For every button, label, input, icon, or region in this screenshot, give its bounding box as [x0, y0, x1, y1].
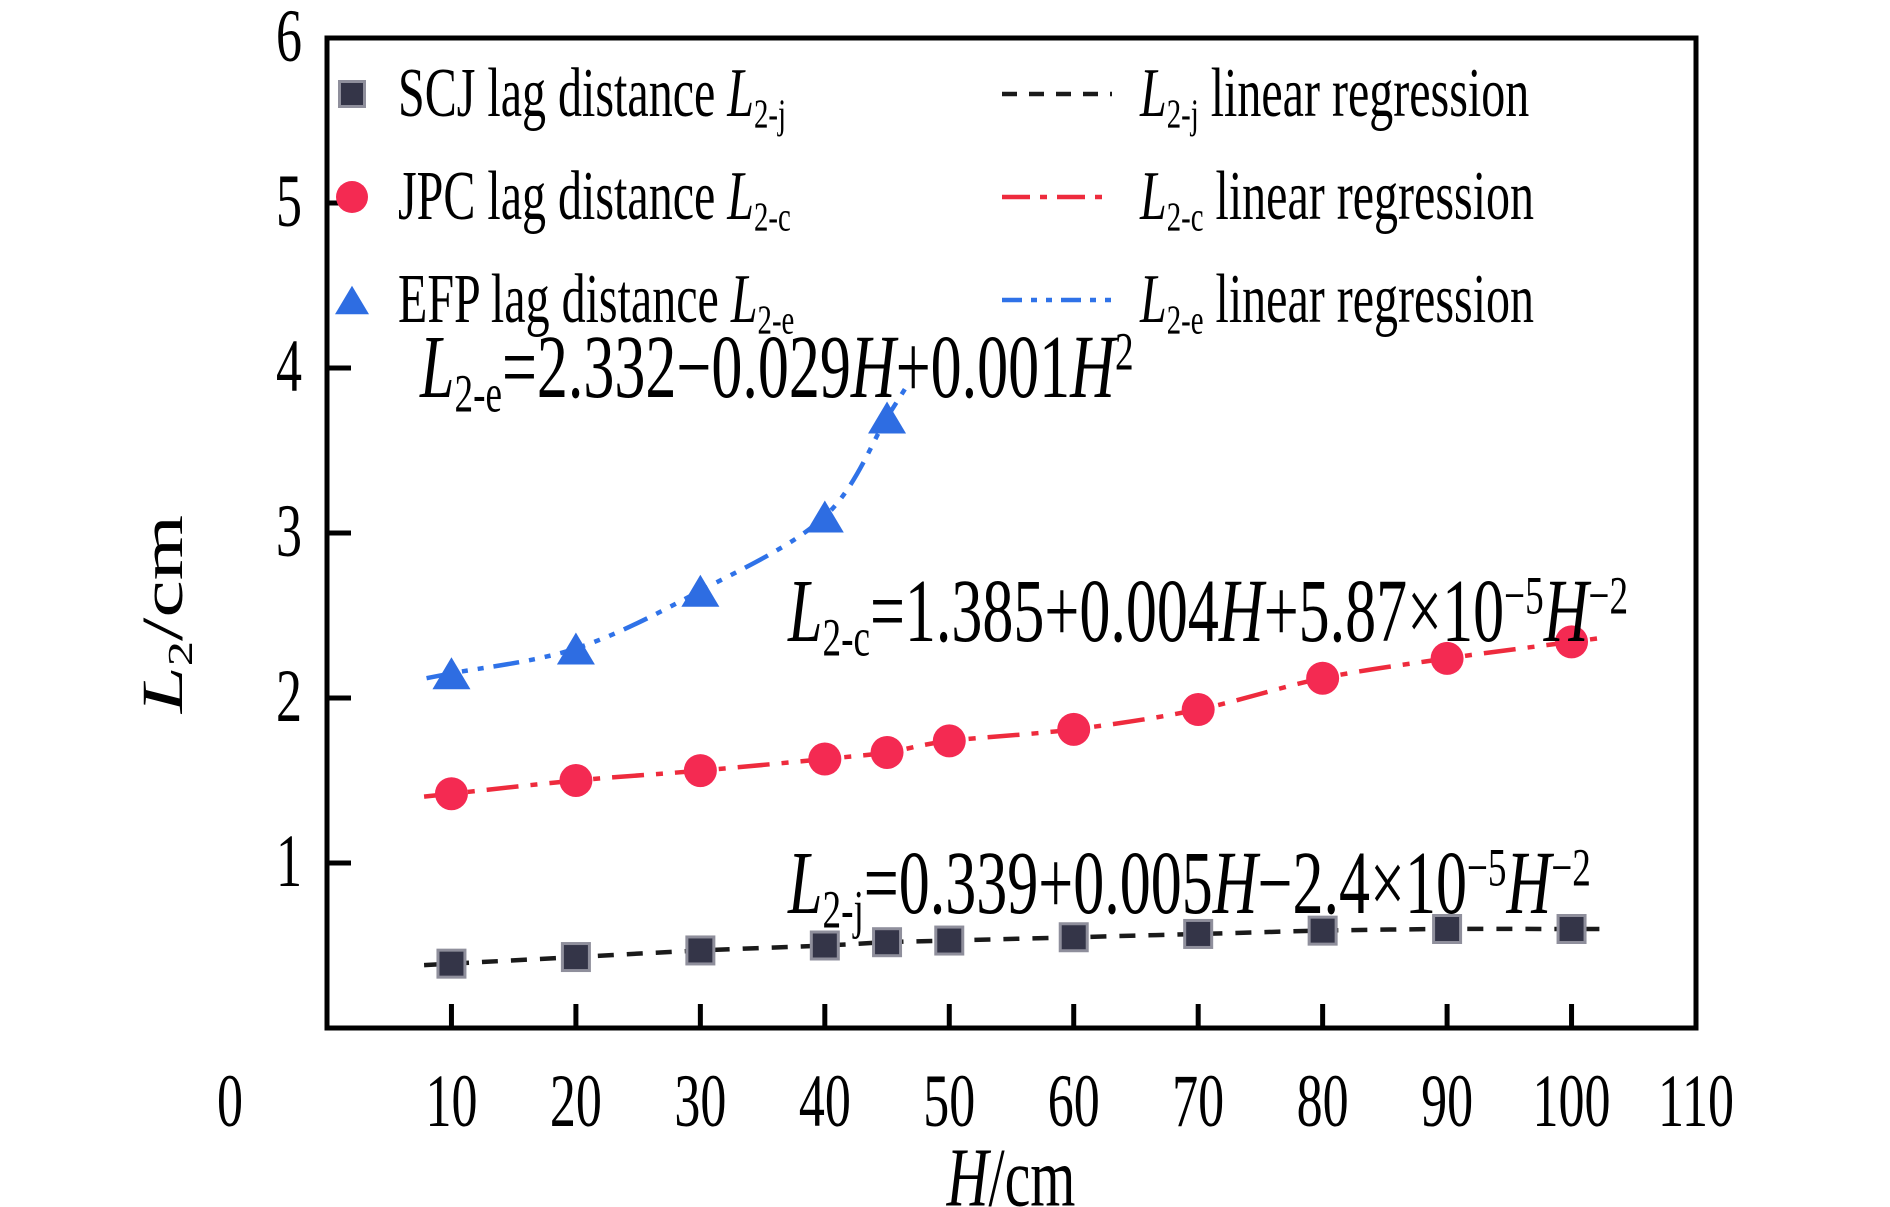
x-tick-label-40: 40 — [798, 1060, 851, 1144]
data-point-circle-H90 — [1430, 641, 1464, 675]
y-tick-label-4: 4 — [276, 325, 302, 409]
legend-label-regression-1: L2-j linear regression — [1140, 54, 1530, 138]
data-point-square-H20 — [560, 942, 591, 973]
y-tick-label-5: 5 — [276, 160, 302, 244]
data-point-circle-H40 — [808, 742, 842, 776]
x-tick-label-50: 50 — [923, 1060, 976, 1144]
data-point-circle-H80 — [1306, 661, 1340, 695]
legend-marker-circle-icon — [336, 181, 368, 213]
x-tick-label-0: 0 — [217, 1060, 243, 1144]
data-point-square-H60 — [1058, 922, 1089, 953]
y-tick-label-6: 6 — [276, 0, 302, 79]
y-tick-label-1: 1 — [276, 820, 302, 904]
data-point-triangle-H20 — [556, 632, 595, 665]
data-point-triangle-H45 — [868, 401, 907, 434]
data-point-square-H100 — [1556, 914, 1587, 944]
x-tick-label-100: 100 — [1532, 1060, 1611, 1144]
data-point-square-H90 — [1432, 914, 1463, 944]
x-tick-label-30: 30 — [674, 1060, 727, 1144]
x-tick-label-90: 90 — [1421, 1060, 1474, 1144]
data-point-square-H10 — [436, 948, 467, 979]
regression-line-circle — [423, 635, 1605, 799]
data-point-triangle-H10 — [432, 657, 471, 690]
legend-marker-triangle-icon — [335, 285, 369, 315]
data-point-square-H70 — [1183, 918, 1214, 949]
data-point-square-H30 — [685, 935, 716, 966]
legend-label-series-1: SCJ lag distance L2-j — [398, 54, 786, 138]
legend-label-regression-3: L2-e linear regression — [1140, 260, 1535, 344]
data-point-square-H45 — [872, 927, 903, 958]
legend-label-series-2: JPC lag distance L2-c — [398, 157, 791, 241]
x-tick-label-10: 10 — [425, 1060, 478, 1144]
legend-label-series-3: EFP lag distance L2-e — [398, 260, 795, 344]
x-tick-label-80: 80 — [1296, 1060, 1349, 1144]
equation-jpc: L2-c=1.385+0.004H+5.87×10−5H−2 — [788, 562, 1629, 670]
data-point-circle-H45 — [870, 735, 904, 769]
data-point-circle-H50 — [932, 724, 966, 758]
data-point-square-H40 — [809, 930, 840, 961]
data-point-circle-H70 — [1181, 693, 1215, 727]
x-tick-label-70: 70 — [1172, 1060, 1225, 1144]
legend-marker-square-icon — [338, 80, 366, 108]
data-point-square-H50 — [934, 925, 965, 956]
x-tick-label-20: 20 — [549, 1060, 602, 1144]
regression-line-square — [423, 926, 1604, 968]
equation-scj: L2-j=0.339+0.005H−2.4×10−5H−2 — [788, 834, 1591, 942]
y-axis-title: L2/cm — [130, 514, 200, 714]
legend-label-regression-2: L2-c linear regression — [1140, 157, 1535, 241]
data-point-circle-H10 — [434, 777, 468, 811]
x-axis-title: H/cm — [946, 1130, 1076, 1207]
data-point-circle-H60 — [1057, 712, 1091, 746]
data-point-triangle-H30 — [681, 574, 720, 607]
equation-efp: L2-e=2.332−0.029H+0.001H2 — [420, 318, 1134, 426]
data-point-circle-H20 — [559, 764, 593, 797]
data-point-triangle-H40 — [805, 500, 844, 533]
data-point-circle-H30 — [683, 754, 717, 788]
y-tick-label-3: 3 — [276, 490, 302, 574]
data-point-square-H80 — [1307, 915, 1338, 946]
y-tick-label-2: 2 — [276, 655, 302, 739]
x-tick-label-110: 110 — [1657, 1060, 1735, 1144]
x-tick-label-60: 60 — [1047, 1060, 1100, 1144]
data-point-circle-H100 — [1555, 625, 1589, 659]
